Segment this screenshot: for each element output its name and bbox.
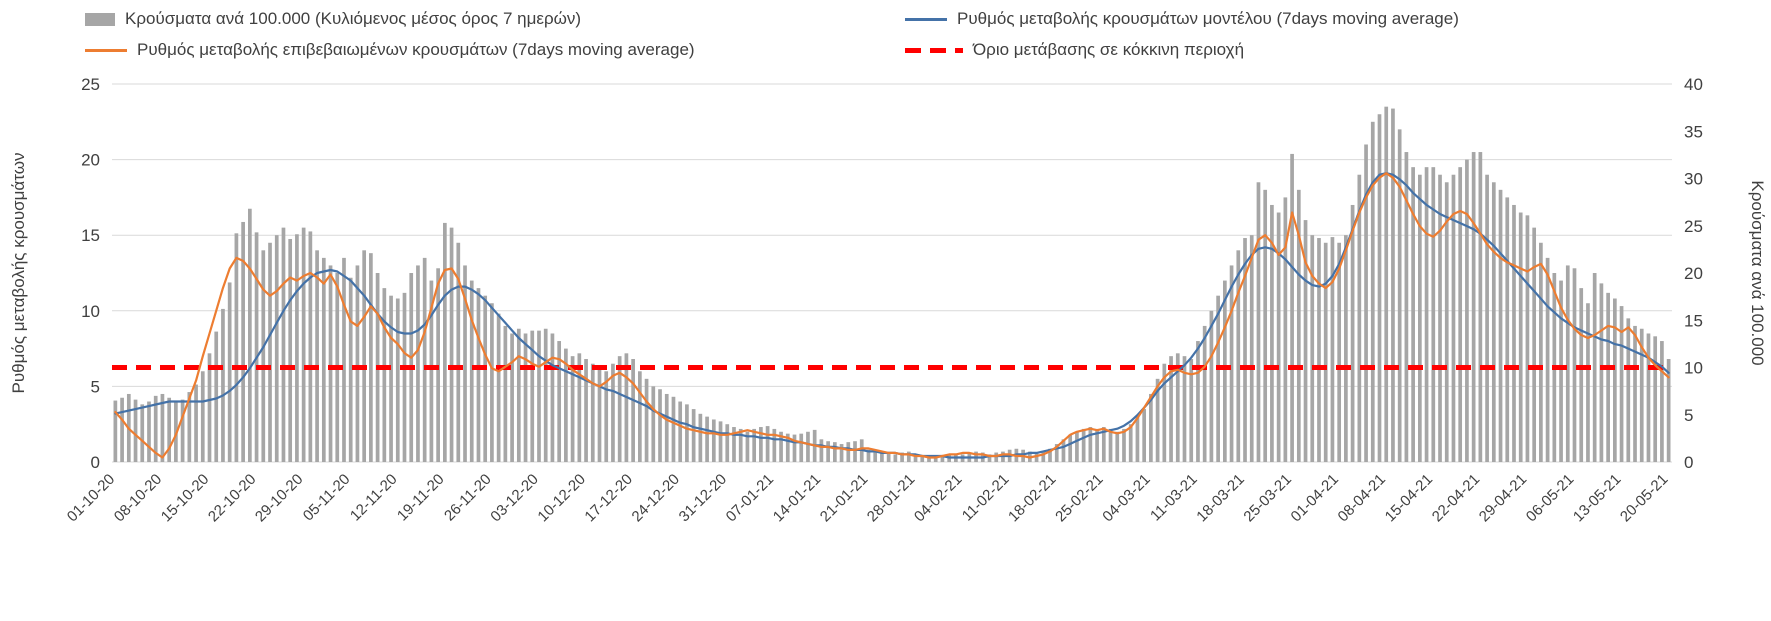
orange-line-swatch-icon — [85, 48, 127, 52]
svg-text:0: 0 — [91, 453, 100, 472]
svg-text:24-12-20: 24-12-20 — [629, 471, 683, 525]
svg-text:14-01-21: 14-01-21 — [770, 471, 824, 525]
legend-item-confirmed-rate: Ρυθμός μεταβολής επιβεβαιωμένων κρουσμάτ… — [85, 37, 905, 63]
svg-text:15-04-21: 15-04-21 — [1382, 471, 1436, 525]
svg-text:20-05-21: 20-05-21 — [1617, 471, 1671, 525]
svg-text:22-04-21: 22-04-21 — [1429, 471, 1483, 525]
svg-text:08-04-21: 08-04-21 — [1335, 471, 1389, 525]
svg-text:30: 30 — [1684, 170, 1703, 189]
svg-text:5: 5 — [1684, 406, 1693, 425]
svg-text:15: 15 — [1684, 311, 1703, 330]
legend-label-cases-per-100k: Κρούσματα ανά 100.000 (Κυλιόμενος μέσος … — [125, 9, 582, 28]
svg-text:15: 15 — [81, 226, 100, 245]
legend-label-red-threshold: Όριο μετάβασης σε κόκκινη περιοχή — [973, 40, 1245, 59]
x-axis-tick-labels: 01-10-2008-10-2015-10-2022-10-2029-10-20… — [64, 471, 1672, 525]
legend-item-cases-per-100k: Κρούσματα ανά 100.000 (Κυλιόμενος μέσος … — [85, 6, 905, 32]
svg-text:25: 25 — [1684, 217, 1703, 236]
chart-legend: Κρούσματα ανά 100.000 (Κυλιόμενος μέσος … — [85, 6, 1459, 63]
svg-text:12-11-20: 12-11-20 — [347, 471, 401, 525]
svg-text:29-10-20: 29-10-20 — [252, 471, 306, 525]
svg-text:01-04-21: 01-04-21 — [1288, 471, 1342, 525]
red-dashed-swatch-icon — [905, 47, 963, 53]
svg-text:21-01-21: 21-01-21 — [817, 471, 871, 525]
legend-column-right: Ρυθμός μεταβολής κρουσμάτων μοντέλου (7d… — [905, 6, 1459, 63]
svg-text:11-03-21: 11-03-21 — [1147, 471, 1201, 525]
legend-label-model-rate: Ρυθμός μεταβολής κρουσμάτων μοντέλου (7d… — [957, 9, 1459, 28]
svg-text:25: 25 — [81, 75, 100, 94]
svg-text:07-01-21: 07-01-21 — [723, 471, 777, 525]
svg-text:15-10-20: 15-10-20 — [158, 471, 212, 525]
blue-line-swatch-icon — [905, 17, 947, 21]
svg-text:01-10-20: 01-10-20 — [64, 471, 118, 525]
svg-text:35: 35 — [1684, 122, 1703, 141]
svg-text:04-02-21: 04-02-21 — [911, 471, 965, 525]
left-axis-title: Ρυθμός μεταβολής κρουσμάτων — [9, 153, 28, 394]
left-axis-tick-labels: 0 5 10 15 20 25 — [81, 75, 100, 472]
svg-text:17-12-20: 17-12-20 — [581, 471, 635, 525]
right-axis-tick-labels: 0 5 10 15 20 25 30 35 40 — [1684, 75, 1703, 472]
svg-text:03-12-20: 03-12-20 — [487, 471, 541, 525]
svg-text:22-10-20: 22-10-20 — [205, 471, 259, 525]
svg-text:18-03-21: 18-03-21 — [1193, 471, 1247, 525]
svg-text:5: 5 — [91, 377, 100, 396]
svg-text:28-01-21: 28-01-21 — [864, 471, 918, 525]
svg-text:20: 20 — [1684, 264, 1703, 283]
svg-text:20: 20 — [81, 151, 100, 170]
legend-item-red-threshold: Όριο μετάβασης σε κόκκινη περιοχή — [905, 37, 1459, 63]
legend-item-model-rate: Ρυθμός μεταβολής κρουσμάτων μοντέλου (7d… — [905, 6, 1459, 32]
svg-text:05-11-20: 05-11-20 — [300, 471, 354, 525]
svg-text:10: 10 — [1684, 359, 1703, 378]
confirmed-line-series — [114, 172, 1670, 459]
legend-label-confirmed-rate: Ρυθμός μεταβολής επιβεβαιωμένων κρουσμάτ… — [137, 40, 695, 59]
legend-column-left: Κρούσματα ανά 100.000 (Κυλιόμενος μέσος … — [85, 6, 905, 63]
svg-text:25-02-21: 25-02-21 — [1052, 471, 1106, 525]
bars-series — [113, 106, 1671, 463]
svg-text:13-05-21: 13-05-21 — [1570, 471, 1624, 525]
gridlines — [112, 83, 1672, 463]
svg-text:10-12-20: 10-12-20 — [534, 471, 588, 525]
svg-text:04-03-21: 04-03-21 — [1099, 471, 1153, 525]
svg-text:19-11-20: 19-11-20 — [394, 471, 448, 525]
svg-text:31-12-20: 31-12-20 — [676, 471, 730, 525]
svg-text:29-04-21: 29-04-21 — [1476, 471, 1530, 525]
right-axis-title: Κρούσματα ανά 100.000 — [1748, 180, 1767, 365]
svg-text:18-02-21: 18-02-21 — [1005, 471, 1059, 525]
svg-text:0: 0 — [1684, 453, 1693, 472]
svg-text:25-03-21: 25-03-21 — [1240, 471, 1294, 525]
svg-text:10: 10 — [81, 302, 100, 321]
svg-text:40: 40 — [1684, 75, 1703, 94]
svg-text:08-10-20: 08-10-20 — [111, 471, 165, 525]
svg-text:06-05-21: 06-05-21 — [1523, 471, 1577, 525]
svg-text:11-02-21: 11-02-21 — [959, 471, 1013, 525]
bar-series-swatch-icon — [85, 12, 115, 26]
svg-text:26-11-20: 26-11-20 — [441, 471, 495, 525]
